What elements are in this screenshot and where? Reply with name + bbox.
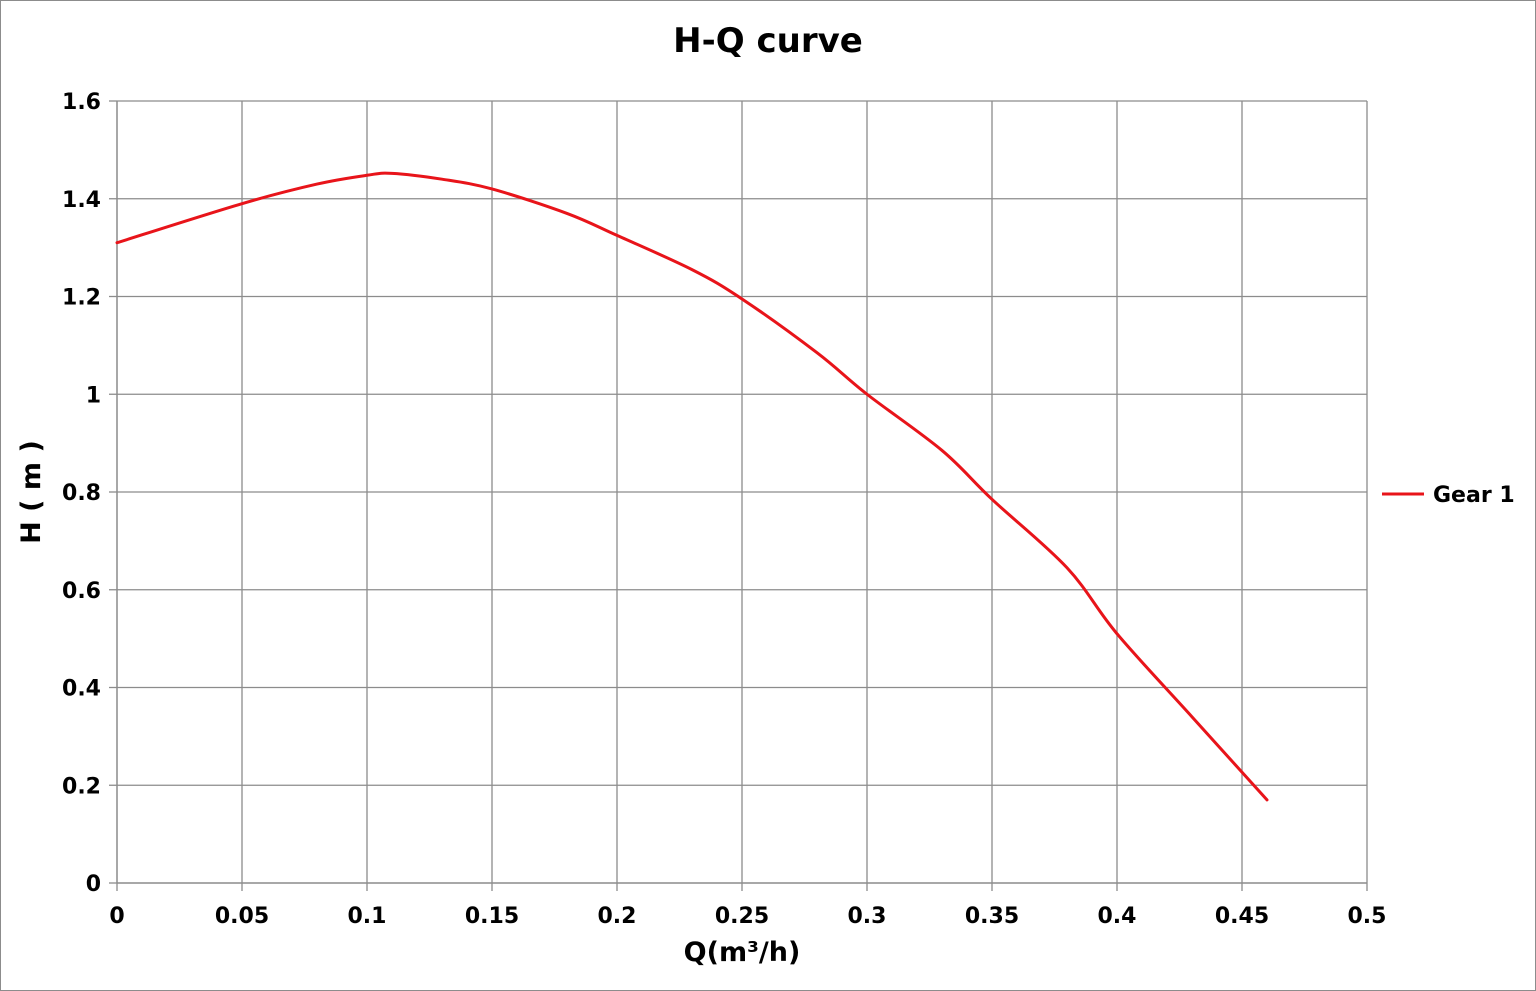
y-axis-label: H ( m ): [16, 440, 47, 544]
y-tick-label-5: 1: [86, 383, 101, 408]
legend-label-gear-1: Gear 1: [1433, 483, 1515, 508]
x-tick-label-1: 0.05: [215, 904, 269, 929]
x-tick-label-4: 0.2: [598, 904, 637, 929]
y-tick-label-7: 1.4: [62, 188, 101, 213]
x-tick-label-3: 0.15: [465, 904, 519, 929]
series-line-gear-1: [115, 171, 1269, 802]
series-layer: [115, 171, 1269, 802]
x-tick-label-2: 0.1: [348, 904, 387, 929]
grid: [117, 100, 1368, 883]
y-tick-label-3: 0.6: [62, 579, 101, 604]
y-tick-label-1: 0.2: [62, 774, 101, 799]
x-tick-label-7: 0.35: [965, 904, 1019, 929]
axes: [109, 100, 1368, 891]
chart-title: H-Q curve: [673, 21, 863, 61]
x-tick-label-0: 0: [109, 904, 124, 929]
x-tick-label-8: 0.4: [1098, 904, 1137, 929]
y-tick-label-6: 1.2: [62, 286, 101, 311]
y-tick-label-0: 0: [86, 872, 101, 897]
x-tick-label-9: 0.45: [1215, 904, 1269, 929]
y-tick-label-8: 1.6: [62, 90, 101, 115]
x-tick-label-6: 0.3: [848, 904, 887, 929]
x-axis-label: Q(m³/h): [684, 937, 801, 968]
x-tick-label-10: 0.5: [1348, 904, 1387, 929]
y-tick-label-2: 0.4: [62, 677, 101, 702]
tick-labels: 0 0.05 0.1 0.15 0.2 0.25 0.3 0.35 0.4 0.45 0.5 0 0.2…: [62, 90, 1386, 929]
y-tick-label-4: 0.8: [62, 481, 101, 506]
x-tick-label-5: 0.25: [715, 904, 769, 929]
legend: Gear 1: [1382, 483, 1515, 508]
